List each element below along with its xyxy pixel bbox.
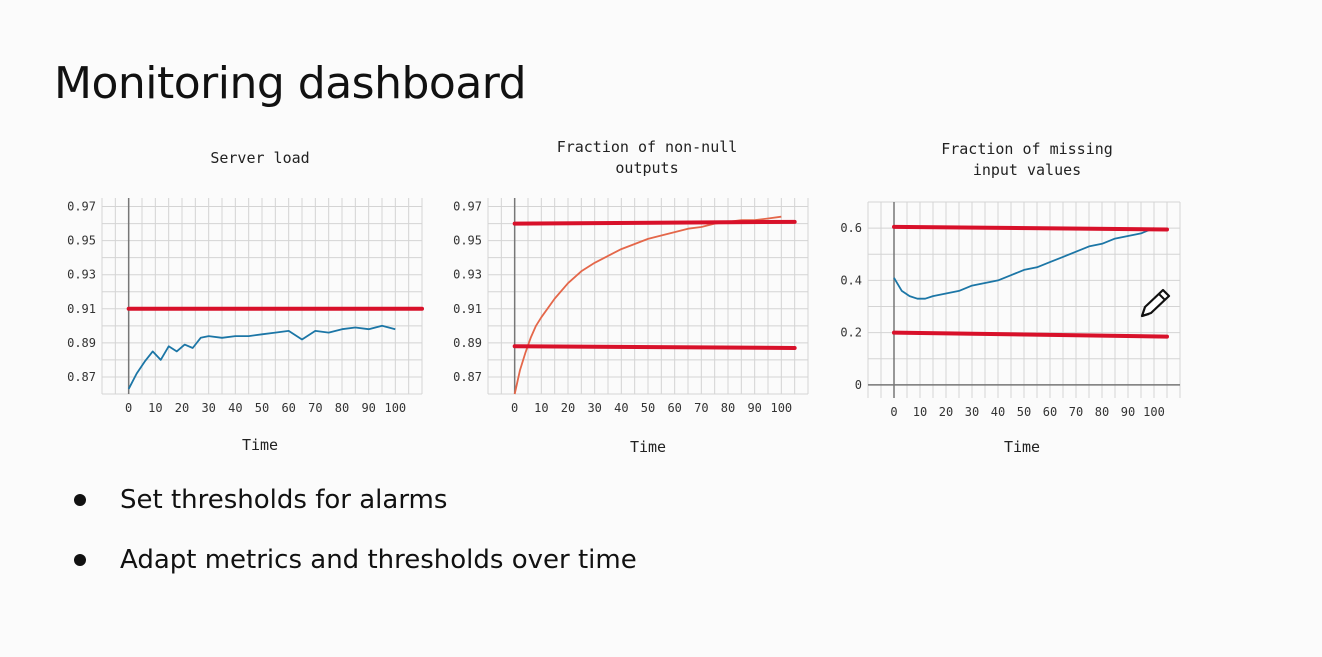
x-axis-label: Time bbox=[629, 438, 667, 456]
pencil-icon bbox=[1140, 288, 1171, 318]
x-tick-label: 80 bbox=[721, 401, 735, 415]
x-tick-label: 90 bbox=[361, 401, 375, 415]
y-tick-label: 0.6 bbox=[840, 221, 862, 235]
bullet-text: Adapt metrics and thresholds over time bbox=[120, 545, 637, 575]
x-tick-label: 20 bbox=[939, 405, 953, 419]
x-tick-label: 60 bbox=[281, 401, 295, 415]
x-tick-label: 100 bbox=[770, 401, 792, 415]
y-tick-label: 0.95 bbox=[453, 234, 482, 248]
bullet-item: Set thresholds for alarms bbox=[74, 480, 637, 520]
x-tick-label: 90 bbox=[1121, 405, 1135, 419]
x-tick-label: 60 bbox=[667, 401, 681, 415]
y-tick-label: 0.93 bbox=[453, 268, 482, 282]
y-tick-label: 0.93 bbox=[67, 268, 96, 282]
y-tick-label: 0.4 bbox=[840, 273, 862, 287]
x-tick-label: 80 bbox=[1095, 405, 1109, 419]
y-tick-label: 0.87 bbox=[453, 370, 482, 384]
y-tick-label: 0.97 bbox=[67, 200, 96, 214]
threshold-line bbox=[892, 330, 1169, 339]
x-tick-label: 0 bbox=[511, 401, 518, 415]
y-tick-label: 0.91 bbox=[453, 302, 482, 316]
y-tick-label: 0.95 bbox=[67, 234, 96, 248]
bullet-list: Set thresholds for alarms Adapt metrics … bbox=[74, 480, 637, 600]
chart-title: Server load bbox=[210, 149, 310, 167]
x-tick-label: 50 bbox=[255, 401, 269, 415]
x-tick-label: 30 bbox=[965, 405, 979, 419]
x-tick-label: 70 bbox=[694, 401, 708, 415]
x-tick-label: 20 bbox=[175, 401, 189, 415]
chart-svg: 0.87 0.89 0.91 0.93 0.95 0.97 0 10 20 30 40 50 60 70 8… bbox=[453, 198, 809, 415]
threshold-line bbox=[512, 219, 797, 226]
chart-title: Fraction of non-null outputs bbox=[556, 138, 738, 177]
y-tick-label: 0 bbox=[855, 378, 862, 392]
x-tick-label: 40 bbox=[228, 401, 242, 415]
chart-svg: 0.87 0.89 0.91 0.93 0.95 0.97 0 10 20 30 40 50 60 70 8… bbox=[67, 198, 424, 415]
x-axis-label: Time bbox=[241, 436, 279, 454]
y-tick-label: 0.87 bbox=[67, 370, 96, 384]
x-axis-label: Time bbox=[1003, 438, 1041, 456]
x-tick-label: 100 bbox=[384, 401, 406, 415]
x-tick-label: 40 bbox=[614, 401, 628, 415]
chart-title: Fraction of missing input values bbox=[941, 140, 1113, 179]
bullet-text: Set thresholds for alarms bbox=[120, 485, 448, 515]
series-line bbox=[893, 227, 1155, 300]
y-tick-label: 0.91 bbox=[67, 302, 96, 316]
x-tick-label: 90 bbox=[747, 401, 761, 415]
x-tick-label: 80 bbox=[335, 401, 349, 415]
series-line bbox=[127, 324, 396, 390]
x-tick-label: 10 bbox=[913, 405, 927, 419]
x-tick-label: 30 bbox=[201, 401, 215, 415]
x-tick-label: 50 bbox=[641, 401, 655, 415]
x-tick-label: 0 bbox=[890, 405, 897, 419]
bullet-item: Adapt metrics and thresholds over time bbox=[74, 540, 637, 580]
x-tick-label: 10 bbox=[534, 401, 548, 415]
y-tick-label: 0.89 bbox=[67, 336, 96, 350]
threshold-line bbox=[512, 344, 797, 350]
y-tick-label: 0.89 bbox=[453, 336, 482, 350]
y-tick-label: 0.2 bbox=[840, 326, 862, 340]
x-tick-label: 20 bbox=[561, 401, 575, 415]
threshold-line bbox=[892, 224, 1169, 232]
x-tick-label: 10 bbox=[148, 401, 162, 415]
x-tick-label: 0 bbox=[125, 401, 132, 415]
x-tick-label: 100 bbox=[1143, 405, 1165, 419]
x-tick-label: 30 bbox=[587, 401, 601, 415]
y-tick-label: 0.97 bbox=[453, 200, 482, 214]
bullet-dot bbox=[74, 494, 86, 506]
bullet-dot bbox=[74, 554, 86, 566]
chart-svg: 0 0.2 0.4 0.6 0 10 20 30 40 50 60 70 80 90 100 bbox=[840, 201, 1181, 419]
x-tick-label: 70 bbox=[308, 401, 322, 415]
x-tick-label: 50 bbox=[1017, 405, 1031, 419]
slide-title: Monitoring dashboard bbox=[54, 58, 527, 109]
x-tick-label: 70 bbox=[1069, 405, 1083, 419]
x-tick-label: 60 bbox=[1043, 405, 1057, 419]
x-tick-label: 40 bbox=[991, 405, 1005, 419]
